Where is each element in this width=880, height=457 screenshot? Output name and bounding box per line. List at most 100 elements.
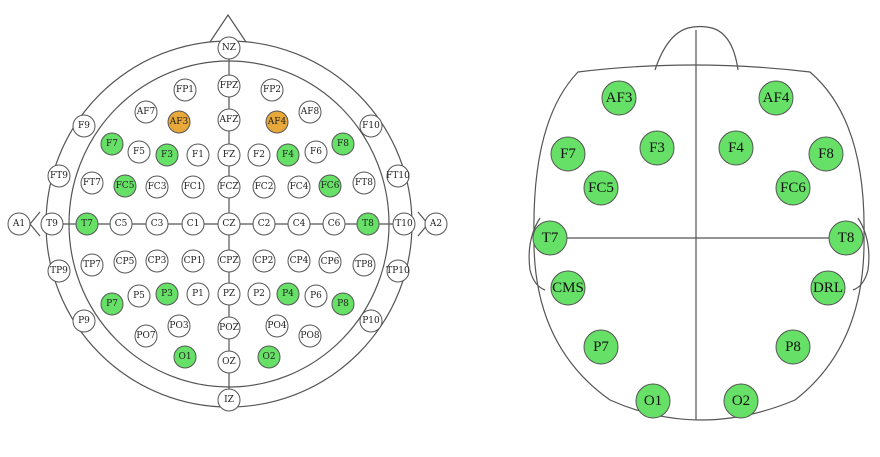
left-electrode-label-c5: C5 xyxy=(115,219,128,229)
left-electrode-label-fp1: FP1 xyxy=(176,85,194,95)
right-electrode-p8 xyxy=(775,329,811,365)
left-electrode-cp1 xyxy=(181,249,205,273)
left-electrode-label-fc1: FC1 xyxy=(184,182,203,192)
left-electrode-label-p3: P3 xyxy=(161,289,173,299)
left-electrode-po8 xyxy=(298,324,322,348)
left-electrode-ft10 xyxy=(386,164,410,188)
left-electrode-label-cp1: CP1 xyxy=(184,256,203,266)
left-electrode-oz xyxy=(217,350,241,374)
left-electrode-ft9 xyxy=(47,164,71,188)
right-electrode-drl xyxy=(810,270,846,306)
right-electrode-f3 xyxy=(639,130,675,166)
left-electrode-label-f1: F1 xyxy=(192,150,204,160)
left-electrode-label-a2: A2 xyxy=(429,219,442,229)
right-electrode-label-p7: P7 xyxy=(593,339,609,355)
left-electrode-label-f7: F7 xyxy=(106,139,118,149)
left-electrode-label-p5: P5 xyxy=(133,291,145,301)
left-electrode-afz xyxy=(217,108,241,132)
left-electrode-label-a1: A1 xyxy=(12,219,25,229)
left-electrode-label-afz: AFZ xyxy=(219,115,239,125)
left-electrode-label-af4: AF4 xyxy=(267,117,287,127)
left-electrode-t9 xyxy=(40,212,64,236)
left-electrode-label-af8: AF8 xyxy=(300,107,320,117)
left-electrode-p6 xyxy=(304,284,328,308)
left-electrode-fc4 xyxy=(287,175,311,199)
left-electrode-label-cz: CZ xyxy=(222,219,235,229)
right-electrode-fc6 xyxy=(775,170,811,206)
left-electrode-t8 xyxy=(356,212,380,236)
left-electrode-o1 xyxy=(173,345,197,369)
left-electrode-cp6 xyxy=(318,250,342,274)
right-electrode-o1 xyxy=(635,383,671,419)
left-electrode-label-f9: F9 xyxy=(78,121,90,131)
left-electrode-c6 xyxy=(322,212,346,236)
left-electrode-po7 xyxy=(134,324,158,348)
left-electrode-a2 xyxy=(424,212,448,236)
left-electrode-label-po8: PO8 xyxy=(300,331,319,341)
left-electrode-fcz xyxy=(217,175,241,199)
right-electrode-label-af3: AF3 xyxy=(606,90,633,106)
right-electrode-cms xyxy=(550,270,586,306)
left-electrode-af8 xyxy=(298,100,322,124)
left-electrode-fz xyxy=(217,143,241,167)
right-electrode-af3 xyxy=(601,80,637,116)
left-electrode-f2 xyxy=(247,143,271,167)
left-electrode-label-ft7: FT7 xyxy=(83,178,101,188)
left-electrode-label-pz: PZ xyxy=(223,289,235,299)
left-electrode-label-cp6: CP6 xyxy=(321,257,340,267)
left-electrode-label-po3: PO3 xyxy=(169,321,188,331)
left-electrode-po4 xyxy=(265,314,289,338)
left-electrode-fc3 xyxy=(145,175,169,199)
left-electrode-label-fc2: FC2 xyxy=(255,182,274,192)
left-electrode-c3 xyxy=(145,212,169,236)
left-electrode-f4 xyxy=(276,143,300,167)
left-electrode-tp9 xyxy=(47,259,71,283)
right-electrode-label-f4: F4 xyxy=(728,140,744,156)
left-electrode-label-t9: T9 xyxy=(46,219,58,229)
left-electrode-label-tp9: TP9 xyxy=(50,266,68,276)
right-electrode-group: AF3 AF4 F7 F3 F4 F8 FC5 FC6 T7 T8 CMS DRL P7 P8 O1 O2 xyxy=(532,80,864,419)
left-electrode-f6 xyxy=(304,140,328,164)
right-electrode-label-t7: T7 xyxy=(542,230,559,246)
right-electrode-label-drl: DRL xyxy=(813,280,843,296)
left-electrode-t10 xyxy=(392,212,416,236)
left-electrode-label-c4: C4 xyxy=(293,219,306,229)
left-electrode-f3 xyxy=(155,143,179,167)
left-electrode-fc1 xyxy=(181,175,205,199)
left-electrode-c2 xyxy=(252,212,276,236)
left-electrode-ft7 xyxy=(80,171,104,195)
left-electrode-p3 xyxy=(155,282,179,306)
right-electrode-f4 xyxy=(718,130,754,166)
right-head-outline xyxy=(528,25,870,421)
left-electrode-tp10 xyxy=(386,259,410,283)
left-electrode-f10 xyxy=(359,114,383,138)
left-electrode-t7 xyxy=(75,212,99,236)
left-electrode-cz xyxy=(217,212,241,236)
left-electrode-label-p10: P10 xyxy=(362,316,380,326)
right-electrode-label-f3: F3 xyxy=(649,140,665,156)
left-electrode-p1 xyxy=(186,282,210,306)
left-electrode-fc5 xyxy=(113,174,137,198)
left-electrode-label-tp7: TP7 xyxy=(83,260,101,270)
left-electrode-label-cp2: CP2 xyxy=(255,256,274,266)
right-ear-right xyxy=(852,217,870,291)
left-electrode-p9 xyxy=(72,309,96,333)
left-electrode-tp8 xyxy=(352,253,376,277)
left-electrode-poz xyxy=(217,316,241,340)
right-electrode-label-fc6: FC6 xyxy=(780,180,806,196)
left-electrode-p2 xyxy=(247,282,271,306)
left-electrode-p7 xyxy=(100,292,124,316)
right-electrode-p7 xyxy=(583,329,619,365)
left-electrode-label-f3: F3 xyxy=(161,150,173,160)
left-electrode-tp7 xyxy=(80,253,104,277)
left-electrode-label-tp8: TP8 xyxy=(355,260,373,270)
left-electrode-label-nz: NZ xyxy=(222,43,236,53)
left-electrode-cp5 xyxy=(113,250,137,274)
left-electrode-fp1 xyxy=(173,78,197,102)
right-electrode-label-o1: O1 xyxy=(644,393,662,409)
left-electrode-label-po4: PO4 xyxy=(267,321,286,331)
left-electrode-label-o2: O2 xyxy=(262,352,275,362)
right-electrode-label-t8: T8 xyxy=(838,230,855,246)
left-electrode-label-fp2: FP2 xyxy=(263,85,281,95)
